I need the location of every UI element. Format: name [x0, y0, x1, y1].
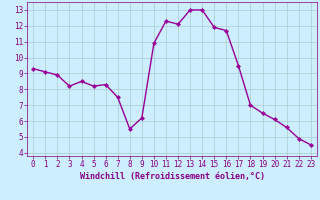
- X-axis label: Windchill (Refroidissement éolien,°C): Windchill (Refroidissement éolien,°C): [79, 172, 265, 181]
